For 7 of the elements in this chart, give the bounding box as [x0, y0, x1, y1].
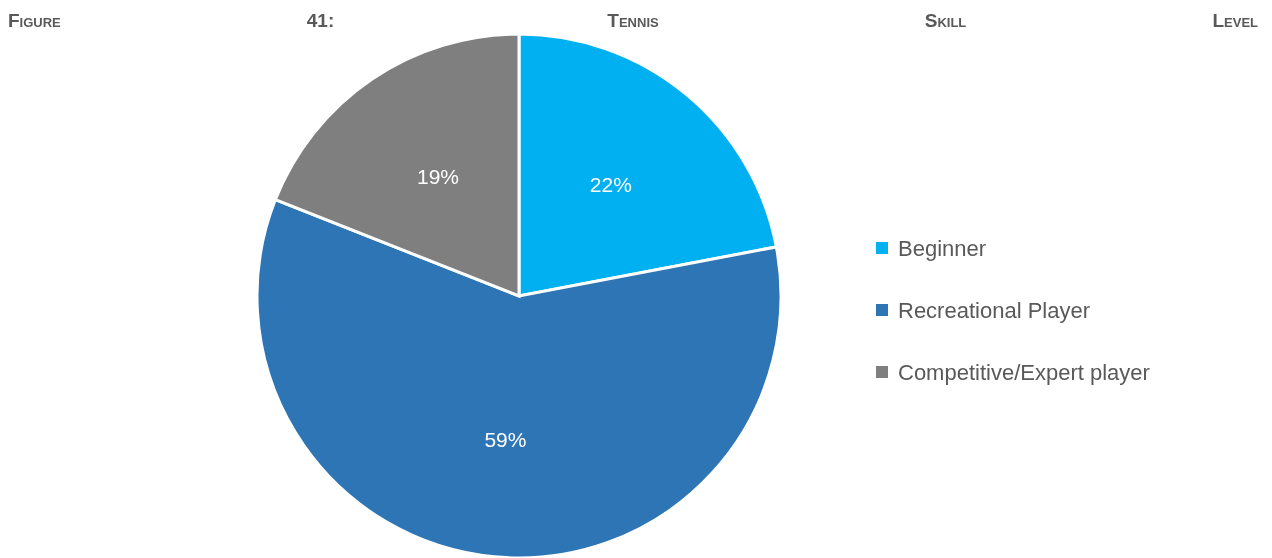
- data-label: 22%: [589, 173, 632, 197]
- legend-label: Beginner: [898, 235, 987, 261]
- legend-label: Competitive/Expert player: [898, 359, 1150, 385]
- data-label: 19%: [416, 165, 460, 189]
- title: Figure 41: Tennis Skill Level: [8, 10, 1258, 31]
- data-label: 59%: [484, 427, 527, 451]
- legend-label: Recreational Player: [898, 297, 1090, 323]
